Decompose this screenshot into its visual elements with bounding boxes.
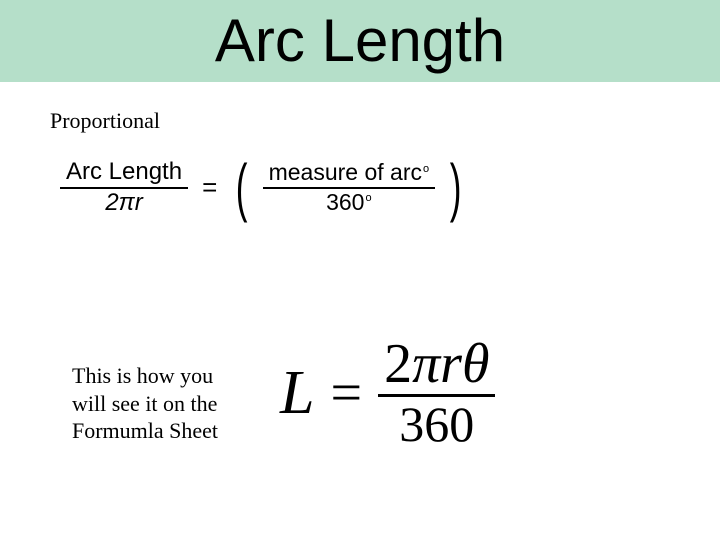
- eq1-rhs-fraction: measure of arco 360o: [263, 159, 436, 216]
- note-line-2: will see it on the: [72, 390, 218, 418]
- note-line-1: This is how you: [72, 362, 218, 390]
- eq1-equals: =: [198, 172, 221, 203]
- eq2-fraction: 2πrθ 360: [378, 335, 495, 452]
- equation-arc-length-formula: L = 2πrθ 360: [280, 335, 495, 452]
- eq2-denominator: 360: [393, 397, 480, 452]
- eq1-rhs-numerator: measure of arco: [263, 159, 436, 187]
- title-bar: Arc Length: [0, 0, 720, 82]
- eq1-rhs-denominator: 360o: [320, 189, 378, 217]
- equation-proportion: Arc Length 2πr = ( measure of arco 360o …: [60, 158, 466, 218]
- eq1-lhs-denominator: 2πr: [99, 189, 148, 218]
- subheading-proportional: Proportional: [50, 108, 160, 134]
- eq2-equals: =: [330, 361, 362, 425]
- note-line-3: Formumla Sheet: [72, 417, 218, 445]
- eq1-lhs-numerator: Arc Length: [60, 158, 188, 187]
- formula-sheet-note: This is how you will see it on the Formu…: [72, 362, 218, 445]
- page-title: Arc Length: [215, 6, 505, 75]
- eq2-numerator: 2πrθ: [378, 335, 495, 394]
- eq1-lhs-fraction: Arc Length 2πr: [60, 158, 188, 218]
- eq1-right-paren: ): [450, 159, 462, 217]
- eq2-lhs: L: [280, 358, 314, 429]
- eq1-left-paren: (: [236, 159, 248, 217]
